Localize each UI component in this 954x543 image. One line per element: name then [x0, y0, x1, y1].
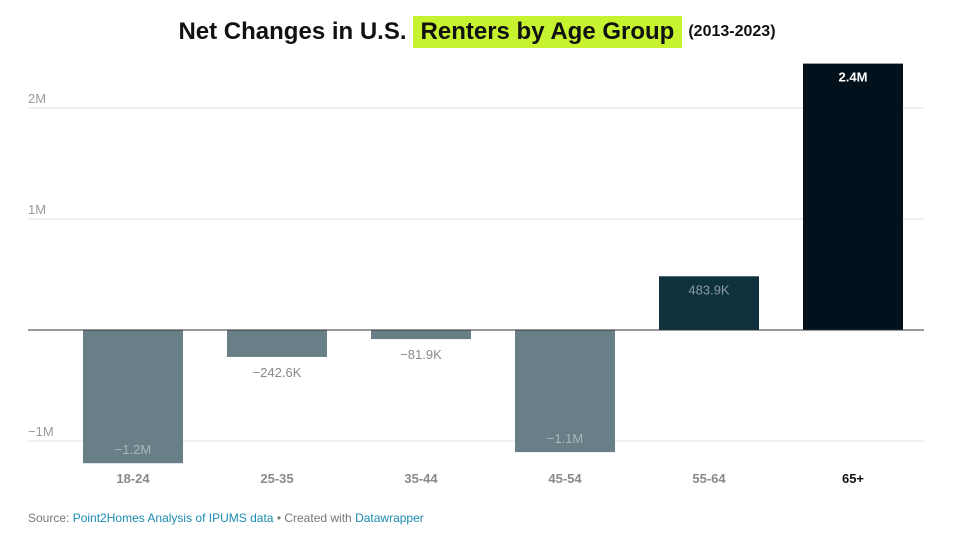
title-years: (2013-2023) [688, 23, 776, 40]
data-label: −1.1M [547, 431, 584, 446]
bar-chart: 2M 1M −1M −1.2M −242.6K −81.9K −1.1M 483.9K 2.4M… [28, 63, 924, 486]
y-tick-label: −1M [28, 424, 54, 439]
x-tick-label: 35-44 [404, 471, 438, 486]
bar-25-35 [227, 330, 327, 357]
bar-45-54 [515, 330, 615, 453]
bar-65+ [803, 63, 903, 330]
data-label: 483.9K [688, 282, 730, 297]
data-label: −1.2M [115, 442, 152, 457]
chart-footer: Source: Point2Homes Analysis of IPUMS da… [28, 511, 424, 525]
chart-title: Net Changes in U.S. Renters by Age Group (… [0, 16, 954, 48]
x-tick-label: 18-24 [116, 471, 150, 486]
footer-separator: • Created with [276, 511, 352, 525]
source-label: Source: [28, 511, 70, 525]
source-link[interactable]: Point2Homes Analysis of IPUMS data [72, 511, 274, 525]
x-tick-label: 55-64 [692, 471, 726, 486]
data-label: −242.6K [253, 365, 302, 380]
x-tick-label: 25-35 [260, 471, 293, 486]
bar-18-24 [83, 330, 183, 464]
bar-35-44 [371, 330, 471, 340]
title-highlight: Renters by Age Group [412, 16, 683, 48]
x-tick-label: 65+ [842, 471, 864, 486]
data-label: 2.4M [839, 70, 868, 85]
y-tick-label: 2M [28, 91, 46, 106]
y-tick-label: 1M [28, 202, 46, 217]
data-label: −81.9K [400, 347, 442, 362]
title-prefix: Net Changes in U.S. [178, 18, 407, 45]
bar-55-64 [659, 276, 759, 330]
datawrapper-link[interactable]: Datawrapper [355, 511, 424, 525]
x-tick-label: 45-54 [548, 471, 582, 486]
